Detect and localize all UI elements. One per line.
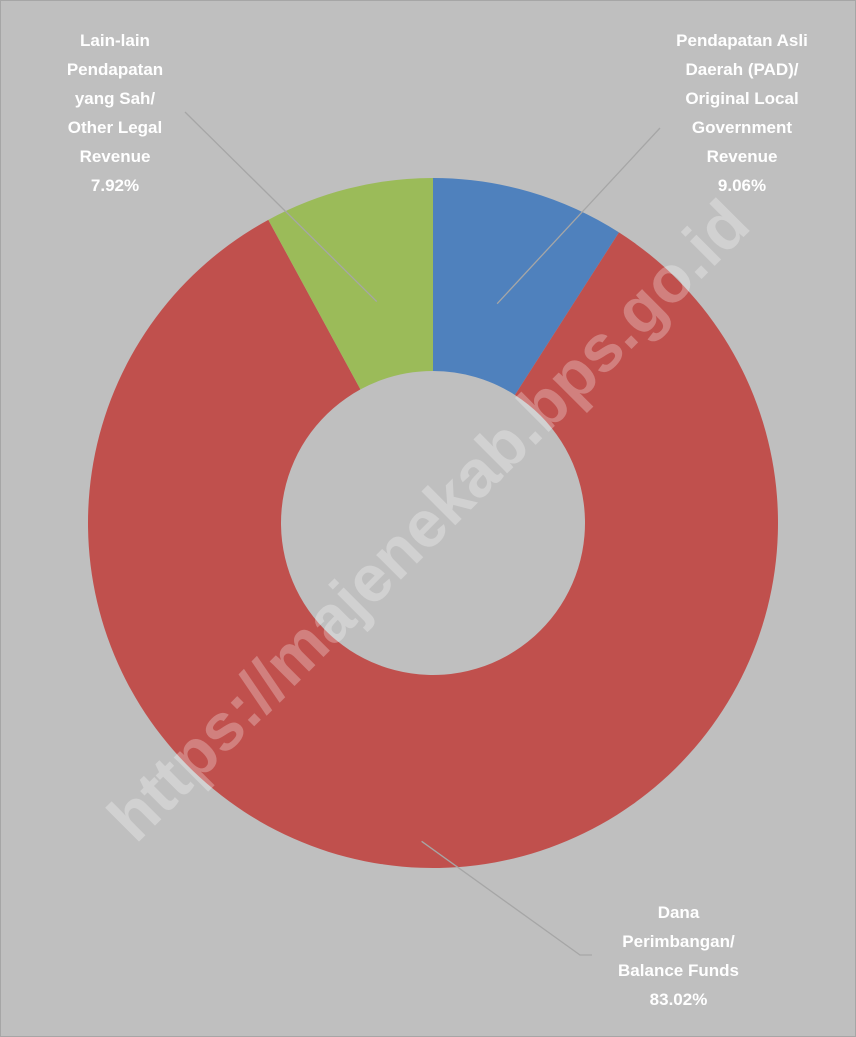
leader-line bbox=[421, 840, 592, 956]
data-label: Lain-lain Pendapatan yang Sah/ Other Leg… bbox=[50, 26, 180, 200]
data-label: Pendapatan Asli Daerah (PAD)/ Original L… bbox=[674, 26, 810, 200]
donut-slice bbox=[433, 178, 619, 395]
value-label: 83.02% bbox=[649, 990, 708, 1009]
data-label: Dana Perimbangan/ Balance Funds 83.02% bbox=[606, 898, 751, 1014]
leader-line bbox=[496, 127, 661, 305]
category-label: Dana Perimbangan/ Balance Funds bbox=[618, 903, 739, 980]
value-label: 9.06% bbox=[717, 176, 767, 195]
value-label: 7.92% bbox=[90, 176, 140, 195]
category-label: Pendapatan Asli Daerah (PAD)/ Original L… bbox=[676, 31, 808, 166]
category-label: Lain-lain Pendapatan yang Sah/ Other Leg… bbox=[66, 31, 164, 166]
donut-slice bbox=[268, 178, 433, 390]
donut-slice bbox=[88, 219, 778, 868]
leader-line bbox=[184, 111, 378, 302]
